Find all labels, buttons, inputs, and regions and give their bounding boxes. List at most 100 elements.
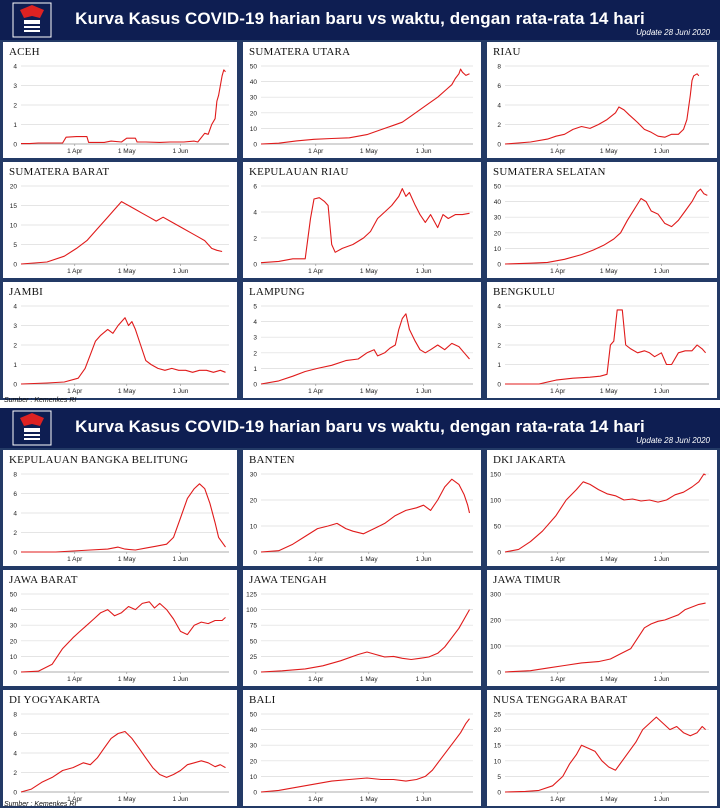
chart-panel: BANTEN 0 10 20 30 1 Apr 1 May 1 Jun [243,450,481,566]
y-tick-label: 50 [494,524,502,531]
line-chart: 0 1 2 3 4 1 Apr 1 May 1 Jun [497,304,709,395]
chart-panel: KEPULAUAN BANGKA BELITUNG 0 2 4 6 8 1 Apr 1 May… [3,450,237,566]
line-chart: 0 1 2 3 4 1 Apr 1 May 1 Jun [13,304,229,395]
chart-title: ACEH [9,46,40,58]
y-tick-label: 0 [497,382,501,389]
chart-title: RIAU [493,46,521,58]
chart-panel: SUMATERA UTARA 0 10 20 30 40 50 1 Apr 1 May 1 Jun [243,42,481,158]
x-tick-label: 1 May [600,556,618,563]
y-tick-label: 15 [494,743,502,750]
series-line [20,730,226,793]
update-date: Update 28 Juni 2020 [636,436,710,445]
line-chart: 0 100 200 300 1 Apr 1 May 1 Jun [490,592,709,683]
x-tick-label: 1 Apr [550,556,566,563]
x-tick-label: 1 May [360,388,378,395]
x-tick-label: 1 May [118,148,136,155]
x-tick-label: 1 Apr [67,796,83,803]
y-tick-label: 1 [497,362,501,369]
line-chart: 0 10 20 30 40 50 1 Apr 1 May 1 Jun [250,712,473,803]
y-tick-label: 2 [497,343,501,350]
y-tick-label: 10 [494,758,502,765]
y-tick-label: 0 [13,790,17,797]
header-banner: Kurva Kasus COVID-19 harian baru vs wakt… [0,408,720,448]
x-tick-label: 1 Apr [308,556,324,563]
y-tick-label: 0 [13,550,17,557]
y-tick-label: 1 [253,366,257,373]
x-tick-label: 1 Apr [308,676,324,683]
chart-title: LAMPUNG [249,286,305,298]
y-tick-label: 20 [10,184,18,191]
series-line [20,201,223,265]
x-tick-label: 1 May [360,556,378,563]
y-tick-label: 30 [250,743,258,750]
line-chart: 0 5 10 15 20 1 Apr 1 May 1 Jun [10,184,229,275]
series-line [504,473,706,553]
y-tick-label: 30 [494,215,502,222]
y-tick-label: 0 [253,790,257,797]
line-chart: 0 25 50 75 100 125 1 Apr 1 May 1 Jun [246,592,473,683]
chart-title: DI YOGYAKARTA [9,694,101,706]
x-tick-label: 1 Apr [308,388,324,395]
x-tick-label: 1 May [360,268,378,275]
x-tick-label: 1 Apr [308,148,324,155]
x-tick-label: 1 Jun [173,556,189,563]
chart-title: BANTEN [249,454,295,466]
y-tick-label: 125 [246,592,257,599]
y-tick-label: 40 [250,727,258,734]
x-tick-label: 1 Jun [653,796,669,803]
national-emblem-icon [12,2,52,38]
chart-title: BALI [249,694,276,706]
x-tick-label: 1 May [118,268,136,275]
y-tick-label: 10 [494,246,502,253]
y-tick-label: 0 [253,262,257,269]
x-tick-label: 1 Jun [653,388,669,395]
y-tick-label: 50 [250,638,258,645]
line-chart: 0 10 20 30 40 50 1 Apr 1 May 1 Jun [10,592,229,683]
page-title: Kurva Kasus COVID-19 harian baru vs wakt… [75,9,645,28]
chart-title: JAWA BARAT [9,574,78,586]
x-tick-label: 1 Jun [653,148,669,155]
x-tick-label: 1 Apr [550,268,566,275]
y-tick-label: 40 [494,199,502,206]
chart-title: SUMATERA BARAT [9,166,110,178]
y-tick-label: 0 [13,142,17,149]
x-tick-label: 1 Jun [653,268,669,275]
y-tick-label: 10 [250,126,258,133]
line-chart: 0 2 4 6 8 1 Apr 1 May 1 Jun [13,472,229,563]
x-tick-label: 1 Apr [67,148,83,155]
y-tick-label: 6 [13,731,17,738]
y-tick-label: 4 [13,511,17,518]
chart-panel: BALI 0 10 20 30 40 50 1 Apr 1 May 1 Jun [243,690,481,806]
chart-panel: KEPULAUAN RIAU 0 2 4 6 1 Apr 1 May 1 Jun [243,162,481,278]
y-tick-label: 0 [497,142,501,149]
y-tick-label: 0 [13,262,17,269]
y-tick-label: 3 [253,335,257,342]
series-line [20,601,226,673]
y-tick-label: 1 [13,362,17,369]
chart-panel: RIAU 0 2 4 6 8 1 Apr 1 May 1 Jun [487,42,717,158]
chart-grid-1: ACEH 0 1 2 3 4 1 Apr 1 May 1 Jun SUMATERA UTARA 0 1… [0,40,720,400]
series-line [504,602,706,673]
y-tick-label: 100 [490,644,501,651]
x-tick-label: 1 May [600,268,618,275]
x-tick-label: 1 May [118,556,136,563]
x-tick-label: 1 Jun [416,268,432,275]
chart-title: JAWA TIMUR [493,574,561,586]
x-tick-label: 1 May [118,388,136,395]
x-tick-label: 1 Jun [173,388,189,395]
x-tick-label: 1 Apr [67,268,83,275]
national-emblem-icon [12,410,52,446]
series-line [21,483,226,553]
chart-panel: ACEH 0 1 2 3 4 1 Apr 1 May 1 Jun [3,42,237,158]
series-line [504,188,708,265]
x-tick-label: 1 Jun [653,556,669,563]
y-tick-label: 2 [253,350,257,357]
y-tick-label: 0 [253,550,257,557]
y-tick-label: 200 [490,618,501,625]
y-tick-label: 2 [253,236,257,243]
x-tick-label: 1 May [360,676,378,683]
x-tick-label: 1 Apr [67,388,83,395]
line-chart: 0 10 20 30 1 Apr 1 May 1 Jun [250,472,473,563]
y-tick-label: 100 [246,607,257,614]
y-tick-label: 20 [250,498,258,505]
